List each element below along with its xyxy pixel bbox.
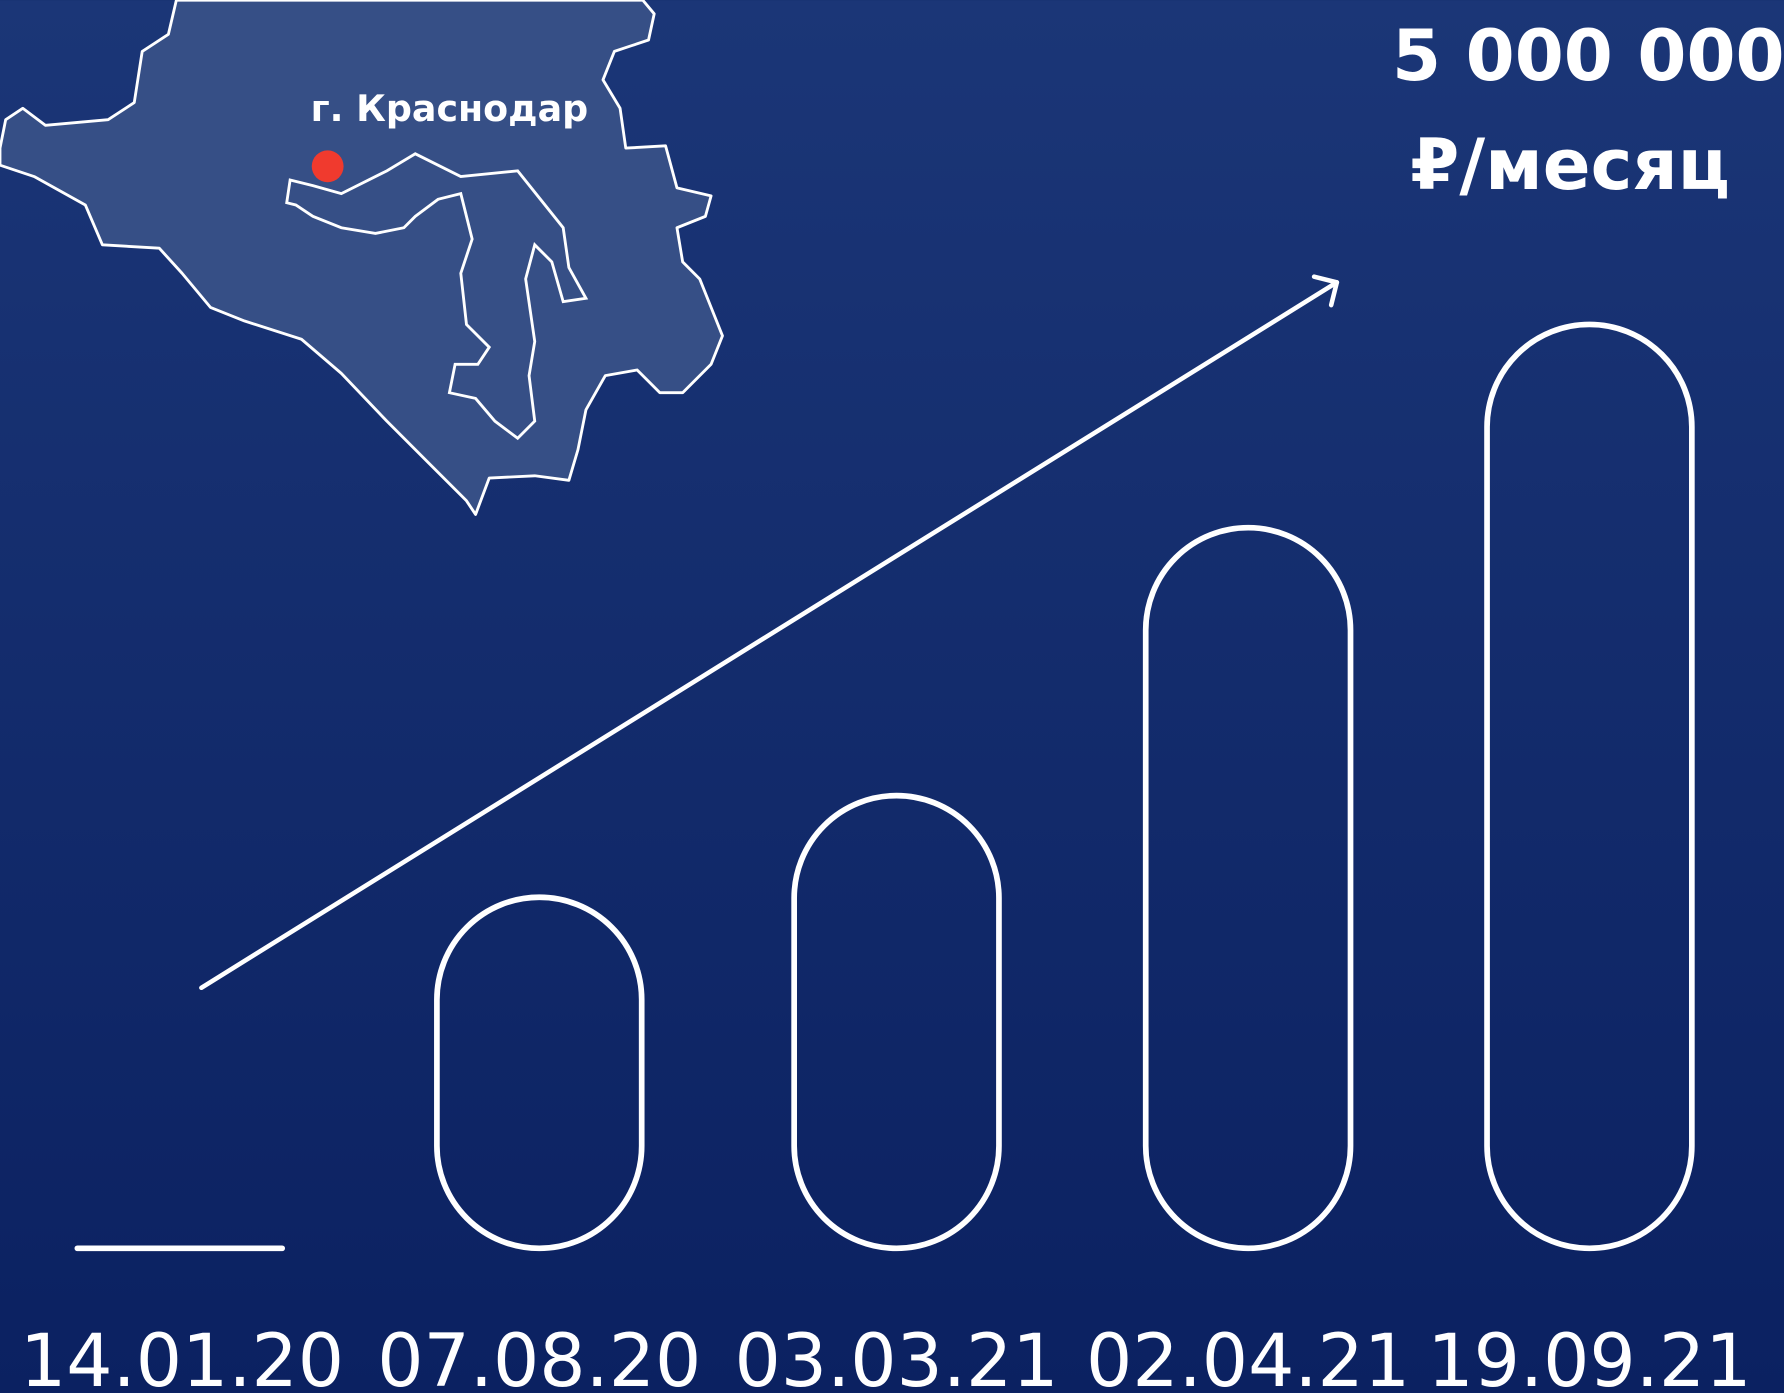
- region-inner-border: [285, 152, 589, 441]
- bar: [1142, 524, 1354, 1252]
- title-line: ₽/месяц: [1410, 124, 1730, 206]
- x-tick-label: 03.03.21: [734, 1319, 1058, 1393]
- x-tick-label: 07.08.20: [377, 1319, 701, 1393]
- bar: [434, 894, 645, 1252]
- arrow-head: [1311, 274, 1340, 308]
- map-label: г. Краснодар: [311, 87, 589, 130]
- x-tick-label: 02.04.21: [1086, 1319, 1410, 1393]
- title-line: 5 000 000: [1392, 15, 1784, 97]
- bar: [791, 792, 1002, 1252]
- region-map: [0, 0, 724, 516]
- trend-arrow: [199, 280, 1340, 991]
- bar: [1484, 321, 1695, 1252]
- city-marker: [311, 150, 344, 183]
- x-tick-label: 19.09.21: [1427, 1319, 1751, 1393]
- x-tick-label: 14.01.20: [20, 1319, 344, 1393]
